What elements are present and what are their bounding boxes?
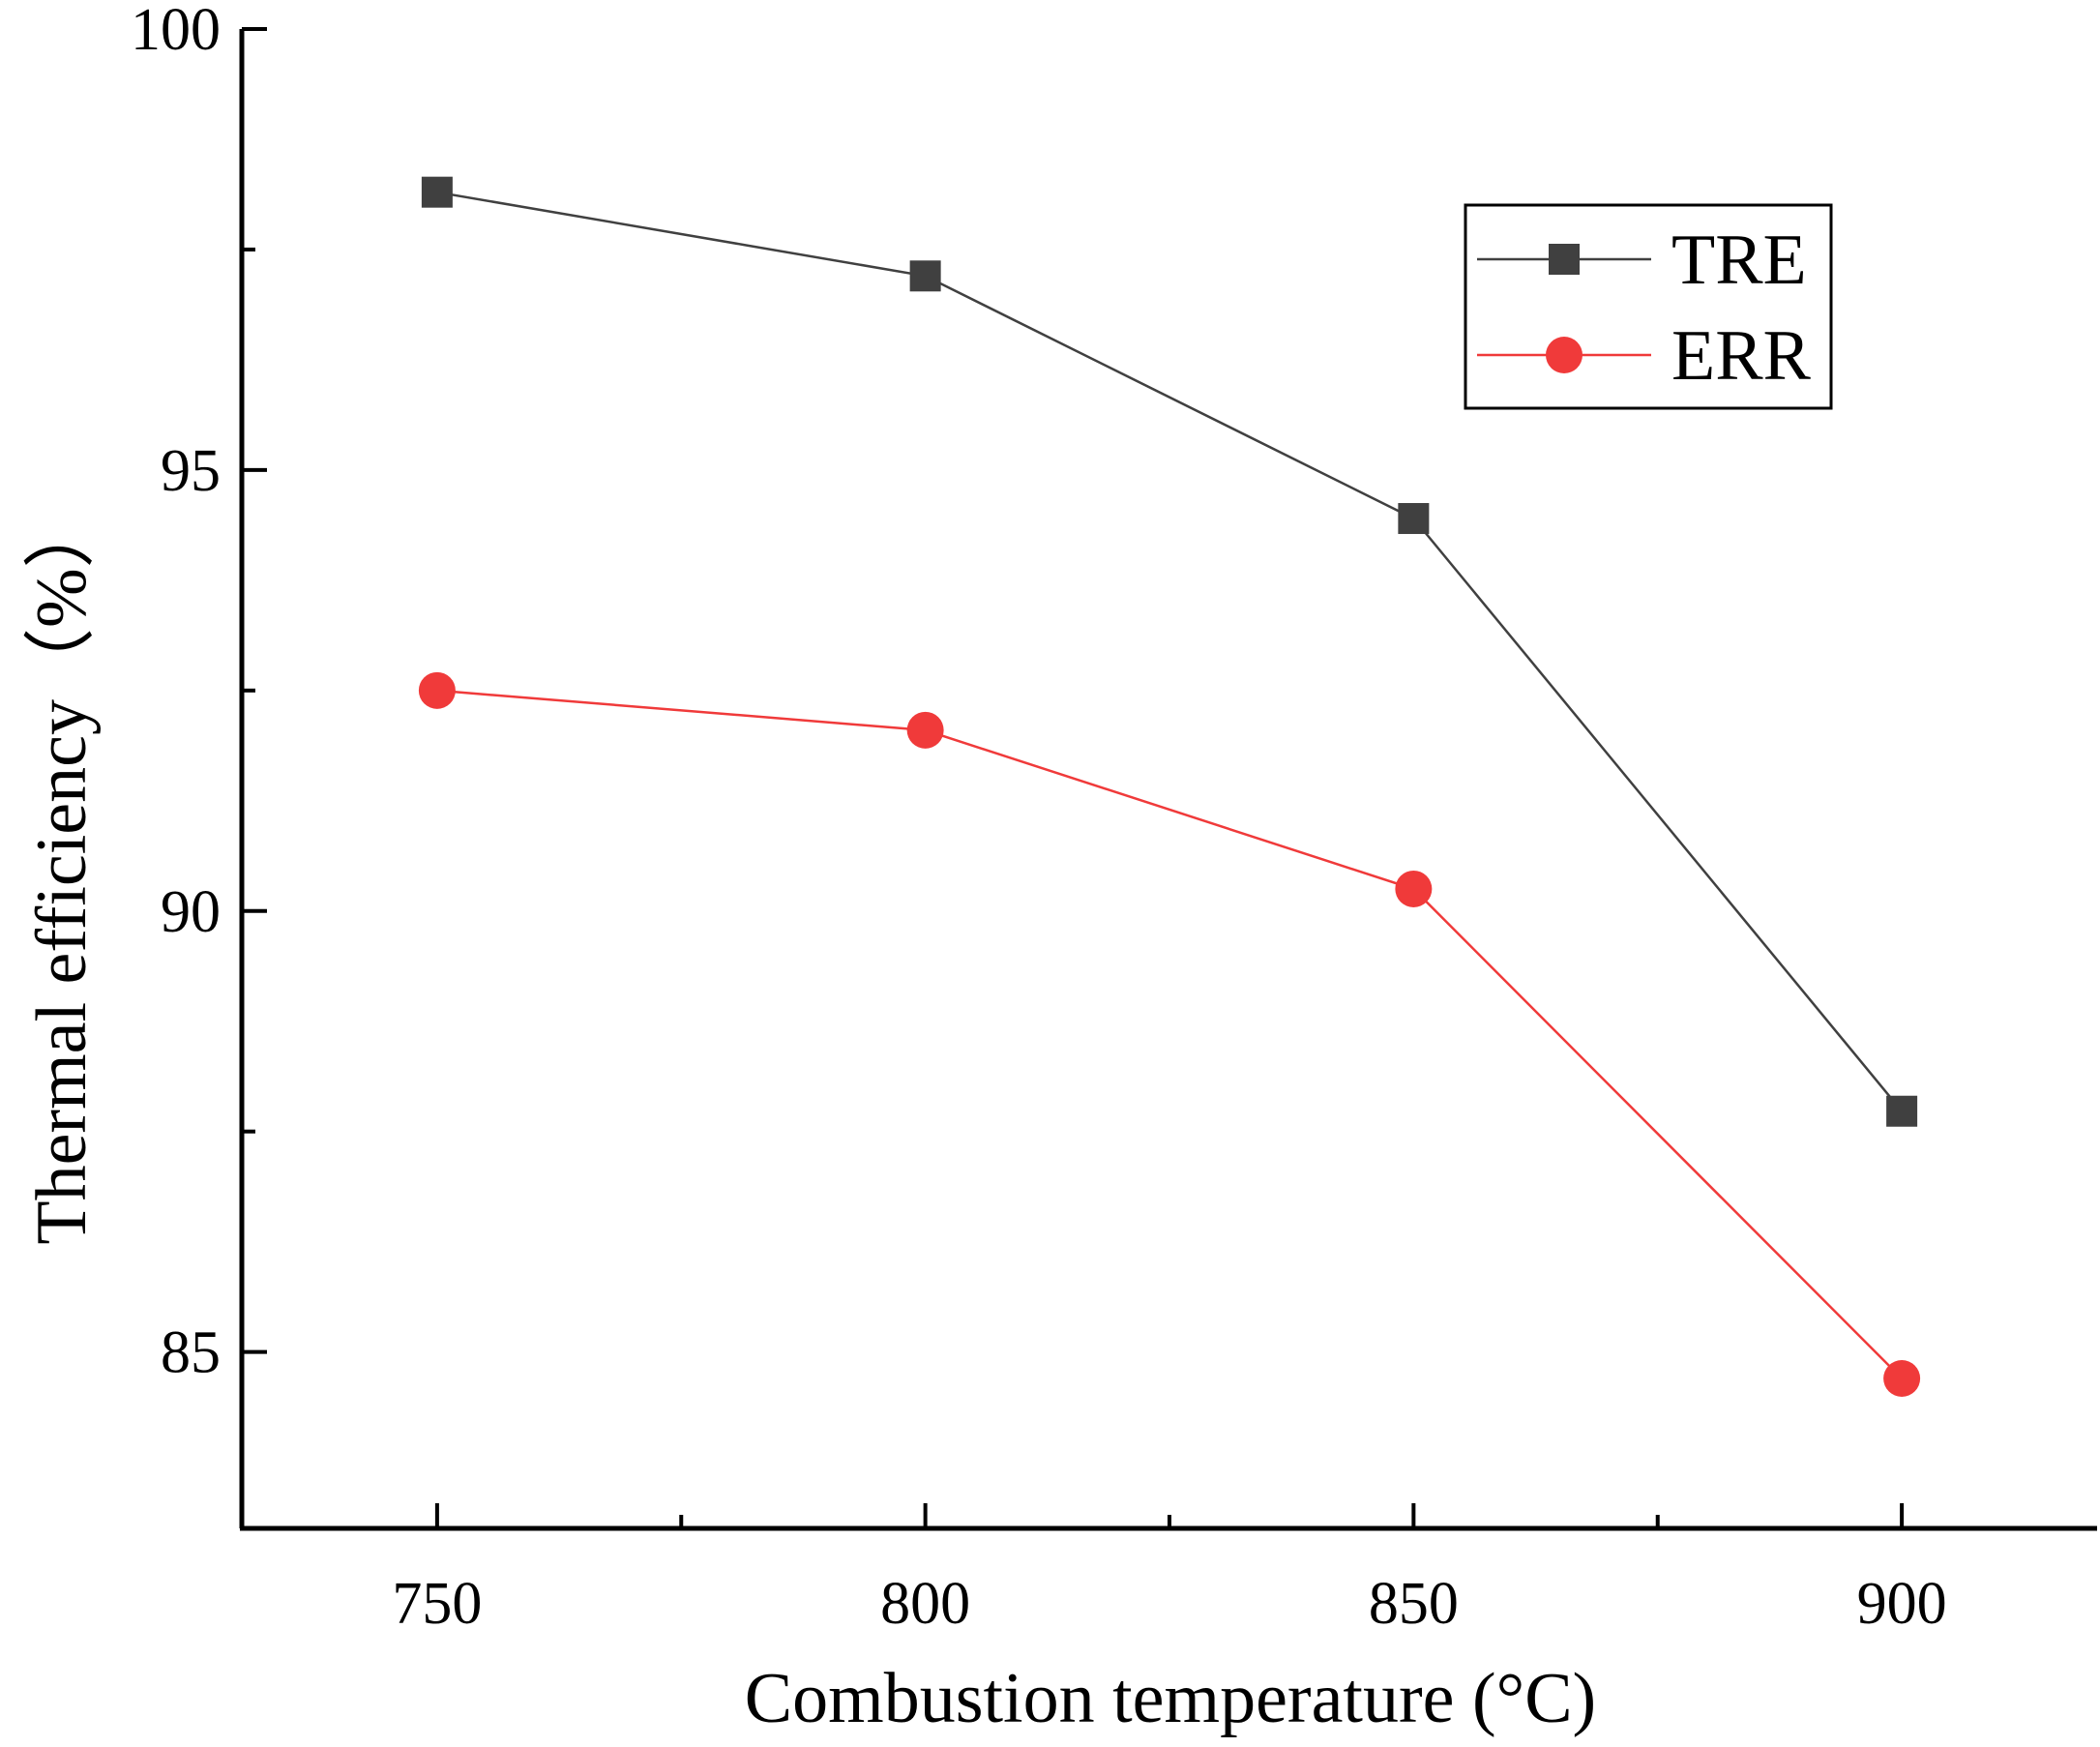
y-tick-label-85: 85 <box>161 1320 221 1386</box>
y-axis-title: Thermal efficiency（%） <box>22 496 102 1244</box>
point-err-850 <box>1395 870 1433 907</box>
legend-label-err: ERR <box>1671 316 1812 396</box>
point-tre-750 <box>421 176 453 208</box>
series-line-err <box>436 689 1903 1379</box>
series-err <box>418 671 1921 1397</box>
y-tick-label-100: 100 <box>131 0 221 63</box>
point-tre-800 <box>909 260 941 292</box>
series-tre <box>421 176 1918 1127</box>
series-line-tre <box>436 191 1904 1112</box>
legend-box <box>1464 203 1833 410</box>
x-tick-label-750: 750 <box>392 1571 482 1637</box>
legend-label-tre: TRE <box>1671 221 1807 300</box>
y-ticks: 85 90 95 100 <box>131 0 267 1386</box>
x-ticks: 750 800 850 900 <box>392 1503 1947 1637</box>
point-tre-900 <box>1886 1095 1918 1127</box>
legend-marker-tre <box>1549 244 1580 275</box>
y-tick-label-95: 95 <box>161 438 221 504</box>
x-tick-label-850: 850 <box>1369 1571 1459 1637</box>
x-axis-title: Combustion temperature (°C) <box>745 1659 1596 1738</box>
point-err-900 <box>1883 1360 1921 1397</box>
point-tre-850 <box>1398 503 1430 535</box>
x-tick-label-800: 800 <box>880 1571 970 1637</box>
y-tick-label-90: 90 <box>161 879 221 945</box>
x-tick-label-900: 900 <box>1857 1571 1947 1637</box>
series-layer <box>418 176 1921 1397</box>
point-err-800 <box>906 711 944 749</box>
legend-marker-err <box>1546 337 1582 373</box>
point-err-750 <box>418 671 456 709</box>
legend: TRE ERR <box>1464 203 1833 410</box>
